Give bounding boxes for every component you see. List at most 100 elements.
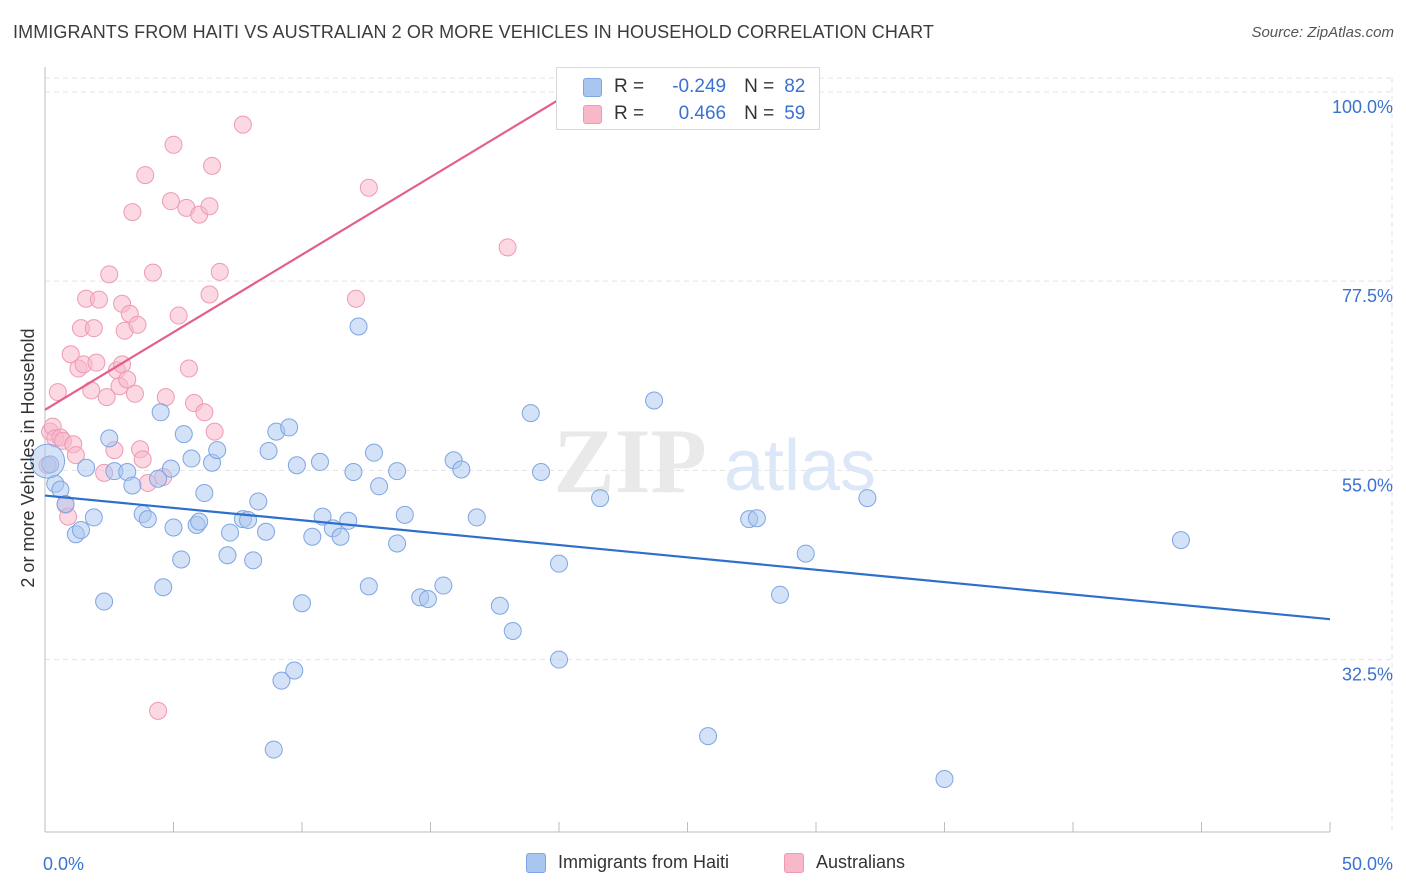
aus-point-29 bbox=[118, 370, 137, 389]
haiti-point-69 bbox=[591, 489, 610, 508]
haiti-point-35 bbox=[259, 441, 278, 460]
aus-point-31 bbox=[123, 203, 142, 222]
haiti-point-36 bbox=[264, 740, 283, 759]
legend-label-haiti: Immigrants from Haiti bbox=[558, 852, 730, 872]
x-tick-label-0: 0.0% bbox=[43, 854, 84, 874]
haiti-point-74 bbox=[771, 585, 790, 604]
aus-point-56 bbox=[346, 289, 365, 308]
aus-point-42 bbox=[161, 192, 180, 211]
aus-point-49 bbox=[195, 403, 214, 422]
haiti-trend-line bbox=[44, 494, 1331, 621]
haiti-point-22 bbox=[182, 449, 201, 468]
haiti-point-24 bbox=[190, 512, 209, 531]
aus-point-4 bbox=[48, 383, 67, 402]
haiti-point-63 bbox=[490, 596, 509, 615]
y-tick-label-2: 55.0% bbox=[1342, 475, 1393, 495]
aus-point-36 bbox=[136, 166, 155, 185]
haiti-point-51 bbox=[359, 577, 378, 596]
haiti-point-52 bbox=[364, 443, 383, 462]
haiti-point-17 bbox=[154, 578, 173, 597]
aus-point-11 bbox=[66, 446, 85, 465]
watermark-atlas: atlas bbox=[724, 426, 876, 506]
aus-n-value: 59 bbox=[784, 103, 806, 124]
aus-point-43 bbox=[164, 135, 183, 154]
stat-row-aus: R = 0.466 N = 59 bbox=[583, 103, 805, 125]
watermark: ZIP atlas bbox=[553, 410, 876, 512]
aus-point-35 bbox=[133, 450, 152, 469]
haiti-point-32 bbox=[244, 551, 263, 570]
y-axis-label: 2 or more Vehicles in Household bbox=[18, 328, 38, 587]
haiti-point-3 bbox=[56, 494, 75, 513]
aus-point-38 bbox=[143, 263, 162, 282]
aus-point-17 bbox=[84, 319, 103, 338]
haiti-point-40 bbox=[285, 661, 304, 680]
haiti-point-38 bbox=[272, 671, 291, 690]
aus-point-44 bbox=[169, 306, 188, 325]
legend-swatch-haiti bbox=[526, 852, 546, 873]
haiti-point-21 bbox=[174, 425, 193, 444]
tick-labels: 100.0% 77.5% 55.0% 32.5% 0.0% 50.0% bbox=[43, 97, 1393, 874]
haiti-point-41 bbox=[287, 456, 306, 475]
haiti-point-73 bbox=[747, 509, 766, 528]
aus-point-41 bbox=[156, 388, 175, 407]
haiti-point-28 bbox=[218, 546, 237, 565]
haiti-point-68 bbox=[550, 650, 568, 669]
haiti-point-53 bbox=[370, 477, 389, 496]
legend-label-aus: Australians bbox=[816, 852, 906, 872]
aus-point-50 bbox=[200, 197, 219, 216]
haiti-point-77 bbox=[935, 770, 954, 789]
haiti-point-44 bbox=[310, 452, 329, 471]
aus-point-58 bbox=[498, 238, 517, 257]
aus-point-39 bbox=[149, 701, 168, 720]
aus-swatch bbox=[583, 104, 602, 124]
haiti-point-15 bbox=[149, 469, 168, 488]
aus-point-57 bbox=[359, 178, 378, 197]
haiti-point-42 bbox=[293, 594, 311, 613]
haiti-point-66 bbox=[532, 463, 551, 482]
aus-point-51 bbox=[200, 285, 219, 304]
haiti-n-value: 82 bbox=[784, 76, 806, 97]
haiti-point-7 bbox=[84, 508, 103, 527]
source-credit: Source: ZipAtlas.com bbox=[1251, 24, 1394, 41]
australians-points bbox=[38, 115, 517, 720]
haiti-point-76 bbox=[858, 489, 877, 508]
haiti-point-43 bbox=[303, 527, 322, 546]
correlation-stats-box: R = -0.249 N = 82 R = 0.466 N = 59 bbox=[556, 67, 820, 130]
haiti-point-29 bbox=[221, 523, 240, 542]
haiti-point-70 bbox=[645, 391, 664, 410]
aus-point-19 bbox=[89, 290, 108, 309]
chart-title: IMMIGRANTS FROM HAITI VS AUSTRALIAN 2 OR… bbox=[13, 22, 934, 42]
haiti-point-19 bbox=[164, 518, 183, 537]
haiti-point-27 bbox=[208, 441, 227, 460]
haiti-r-label: R = bbox=[614, 76, 645, 97]
haiti-point-14 bbox=[138, 510, 157, 529]
legend: Immigrants from Haiti Australians bbox=[0, 850, 1406, 880]
gridlines bbox=[45, 77, 1393, 832]
aus-point-9 bbox=[61, 345, 80, 364]
haiti-point-50 bbox=[349, 317, 368, 336]
y-tick-label-3: 32.5% bbox=[1342, 665, 1393, 685]
haiti-point-71 bbox=[699, 727, 718, 746]
y-tick-label-1: 77.5% bbox=[1342, 286, 1393, 306]
x-tick-label-1: 50.0% bbox=[1342, 854, 1393, 874]
haiti-point-79 bbox=[30, 443, 66, 479]
haiti-point-65 bbox=[521, 404, 540, 423]
haiti-point-78 bbox=[1171, 531, 1190, 550]
haiti-point-8 bbox=[95, 592, 114, 611]
aus-point-53 bbox=[205, 422, 224, 441]
y-tick-label-0: 100.0% bbox=[1332, 97, 1393, 117]
haiti-point-54 bbox=[388, 462, 407, 481]
legend-item-haiti[interactable]: Immigrants from Haiti bbox=[526, 852, 729, 873]
watermark-zip: ZIP bbox=[553, 410, 706, 512]
legend-item-aus[interactable]: Australians bbox=[784, 852, 905, 873]
haiti-point-64 bbox=[503, 621, 522, 640]
aus-point-55 bbox=[233, 115, 252, 134]
haiti-swatch bbox=[583, 77, 602, 97]
trend-lines bbox=[44, 90, 1331, 621]
aus-point-21 bbox=[97, 388, 116, 407]
aus-point-46 bbox=[179, 359, 198, 378]
legend-swatch-aus bbox=[784, 852, 804, 873]
haiti-point-56 bbox=[395, 505, 414, 524]
haiti-point-16 bbox=[151, 403, 170, 422]
